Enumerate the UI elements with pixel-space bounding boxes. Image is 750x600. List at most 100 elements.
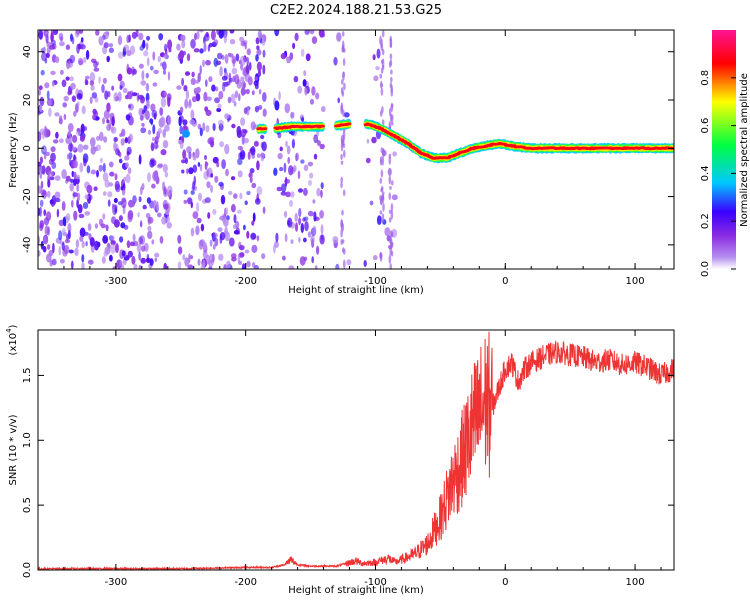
spectrogram-speck <box>40 180 44 189</box>
spectrogram-speck <box>233 230 239 235</box>
colorbar-tick-label: 0.2 <box>700 213 711 229</box>
spectrogram-speck <box>221 159 227 170</box>
spectrogram-speck <box>121 250 126 257</box>
spectrogram-speck <box>54 56 60 63</box>
spectrogram-speck <box>388 153 392 159</box>
spectrogram-speck <box>105 224 109 232</box>
spectrogram-speck <box>146 253 150 263</box>
spectrogram-speck <box>218 90 224 100</box>
spectrogram-speck <box>312 199 316 204</box>
spectrogram-speck <box>369 200 374 206</box>
spectrogram-ylabel: Frequency (Hz) <box>8 112 19 188</box>
spectrogram-speck <box>320 224 324 235</box>
spectrogram-speck <box>107 105 111 111</box>
spectrogram-speck <box>198 192 202 202</box>
spectrogram-speck <box>58 245 62 256</box>
spectrogram-speck <box>199 48 204 54</box>
spectrogram-speck <box>184 71 191 76</box>
spectrogram-speck <box>229 30 235 34</box>
spectrogram-speck <box>74 247 79 257</box>
spectrogram-speck <box>71 146 77 151</box>
spectrogram-speck <box>59 138 64 144</box>
spectrogram-speck <box>92 108 97 115</box>
spectrogram-speck <box>376 48 381 59</box>
spectrogram-speck <box>248 61 252 71</box>
spectrogram-speck <box>239 55 246 66</box>
spectrogram-speck <box>303 216 309 222</box>
spectrogram-speck <box>257 69 262 77</box>
spectrogram-speck <box>119 85 123 90</box>
spectrogram-speck <box>126 67 132 75</box>
spectrogram-speck <box>181 39 186 49</box>
snr-scale-close: ) <box>8 324 19 328</box>
spectrogram-speck <box>124 155 130 161</box>
spectrogram-speck <box>244 137 249 144</box>
spectrogram-speck <box>90 85 95 91</box>
spectrogram-speck <box>340 87 344 95</box>
spectrogram-speck <box>188 99 192 107</box>
spectrogram-speck <box>138 196 142 203</box>
spectrogram-speck <box>126 240 131 249</box>
spectrogram-speck <box>273 167 278 176</box>
spectrogram-speck <box>103 109 110 120</box>
spectrogram-speck <box>128 104 132 109</box>
spectrogram-speck <box>307 231 311 238</box>
spectrogram-speck <box>75 239 80 249</box>
spectrogram-speck <box>200 263 206 269</box>
spectrogram-speck <box>380 87 384 96</box>
spectrogram-speck <box>284 233 288 243</box>
spectrogram-speck <box>179 50 185 60</box>
spectrogram-speck <box>300 159 305 164</box>
spectrogram-speck <box>45 34 49 44</box>
spectrogram-speck <box>86 165 91 174</box>
spectrogram-ridge <box>346 122 352 126</box>
spectrogram-speck <box>379 159 383 166</box>
spectrogram-speck <box>102 162 106 173</box>
spectrogram-speck <box>260 134 265 140</box>
spectrogram-speck <box>61 169 67 179</box>
spectrogram-speck <box>237 158 243 166</box>
spectrogram-speck <box>254 83 259 90</box>
spectrogram-speck <box>132 233 136 242</box>
spectrogram-speck <box>190 38 196 49</box>
spectrogram-speck <box>75 174 81 180</box>
spectrogram-speck <box>54 112 60 117</box>
spectrogram-speck <box>228 190 233 196</box>
spectrogram-speck <box>59 41 65 47</box>
spectrogram-speck <box>219 125 224 132</box>
spectrogram-speck <box>199 65 202 75</box>
spectrogram-speck <box>228 237 235 247</box>
spectrogram-speck <box>161 216 167 225</box>
spectrogram-speck <box>308 179 312 186</box>
spectrogram-speck <box>231 67 238 75</box>
spectrogram-speck <box>113 198 118 203</box>
spectrogram-speck <box>254 141 259 147</box>
spectrogram-speck <box>238 93 241 102</box>
spectrogram-speck <box>72 134 78 143</box>
spectrogram-speck <box>342 247 345 253</box>
spectrogram-speck <box>316 187 321 197</box>
spectrogram-speck <box>262 49 266 58</box>
colorbar-tick-label: 0.0 <box>700 261 711 277</box>
spectrogram-speck <box>99 131 104 142</box>
spectrogram-speck <box>44 225 50 236</box>
spectrogram-speck <box>62 102 67 108</box>
spectrogram-speck <box>186 53 191 62</box>
colorbar: 0.0 0.2 0.4 0.6 0.8 Normalized spectral ampl… <box>700 30 750 277</box>
spectrogram-speck <box>89 96 93 105</box>
spectrogram-speck <box>246 190 251 196</box>
spectrogram-speck <box>165 209 170 216</box>
spectrogram-speck <box>117 35 123 46</box>
spectrogram-speck <box>303 237 307 243</box>
spectrogram-speck <box>204 160 208 171</box>
spectrogram-speck <box>141 122 145 127</box>
spectrogram-speck <box>202 122 206 132</box>
spectrogram-speck <box>246 230 250 239</box>
spectrogram-speck <box>110 235 115 241</box>
spectrogram-speck <box>302 79 307 87</box>
spectrogram-speck <box>111 116 115 127</box>
spectrogram-speck <box>311 256 315 264</box>
spectrogram-speck <box>237 253 241 264</box>
spectrogram-speck <box>209 239 213 247</box>
